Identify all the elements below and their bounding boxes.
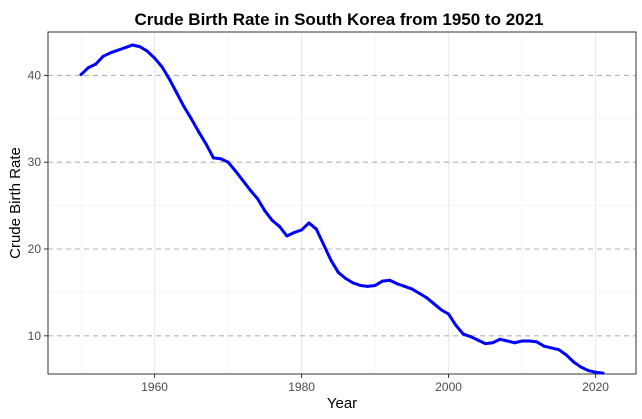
data-point: [373, 283, 377, 287]
data-point: [255, 197, 259, 201]
data-point: [439, 308, 443, 312]
minor-gridlines: [48, 32, 636, 374]
x-tick-label: 1980: [288, 380, 315, 394]
data-point: [314, 227, 318, 231]
data-point: [505, 339, 509, 343]
data-point: [336, 270, 340, 274]
data-point: [94, 62, 98, 66]
data-point: [131, 43, 135, 47]
data-point: [498, 337, 502, 341]
data-point: [358, 283, 362, 287]
data-point: [175, 91, 179, 95]
y-tick-label: 10: [28, 329, 42, 343]
x-axis-ticks: 1960 1980 2000 2020: [141, 374, 609, 394]
data-point: [167, 77, 171, 81]
data-point: [476, 338, 480, 342]
data-point: [329, 258, 333, 262]
data-point: [366, 284, 370, 288]
data-point: [101, 54, 105, 58]
data-point: [542, 344, 546, 348]
y-tick-label: 40: [28, 68, 42, 82]
data-point: [469, 335, 473, 339]
series-line-crude-birth-rate: [79, 43, 605, 375]
x-tick-label: 2000: [435, 380, 462, 394]
data-point: [79, 73, 83, 77]
data-point: [307, 221, 311, 225]
data-point: [204, 142, 208, 146]
data-point: [211, 156, 215, 160]
data-point: [108, 51, 112, 55]
major-gridlines: [48, 32, 636, 374]
data-point: [572, 360, 576, 364]
data-point: [145, 49, 149, 53]
data-point: [513, 341, 517, 345]
data-point: [535, 340, 539, 344]
y-axis-title: Crude Birth Rate: [7, 147, 24, 259]
data-point: [248, 188, 252, 192]
data-point: [491, 341, 495, 345]
data-point: [116, 48, 120, 52]
chart-title: Crude Birth Rate in South Korea from 195…: [134, 10, 543, 29]
data-point: [594, 370, 598, 374]
data-point: [549, 346, 553, 350]
data-point: [292, 231, 296, 235]
data-point: [300, 228, 304, 232]
data-point: [432, 302, 436, 306]
data-point: [278, 224, 282, 228]
y-tick-label: 30: [28, 155, 42, 169]
data-point: [241, 178, 245, 182]
data-point: [564, 353, 568, 357]
data-point: [586, 369, 590, 373]
data-point: [182, 105, 186, 109]
data-point: [270, 218, 274, 222]
data-point: [579, 365, 583, 369]
data-point: [153, 56, 157, 60]
data-point: [226, 160, 230, 164]
data-point: [380, 279, 384, 283]
data-point: [197, 130, 201, 134]
data-point: [454, 323, 458, 327]
data-point: [388, 278, 392, 282]
data-point: [461, 332, 465, 336]
data-point: [285, 234, 289, 238]
data-point: [417, 291, 421, 295]
y-tick-label: 20: [28, 242, 42, 256]
data-point: [527, 339, 531, 343]
data-point: [395, 282, 399, 286]
data-point: [520, 339, 524, 343]
data-point: [160, 65, 164, 69]
data-point: [123, 46, 127, 50]
x-tick-label: 2020: [582, 380, 609, 394]
data-point: [402, 284, 406, 288]
data-point: [601, 371, 605, 375]
data-point: [425, 296, 429, 300]
series-layer: [79, 43, 605, 375]
data-point: [410, 287, 414, 291]
data-point: [263, 209, 267, 213]
data-point: [189, 117, 193, 121]
data-point: [233, 169, 237, 173]
x-axis-title: Year: [327, 395, 357, 412]
data-point: [344, 277, 348, 281]
x-tick-label: 1960: [141, 380, 168, 394]
data-point: [447, 312, 451, 316]
data-point: [86, 66, 90, 70]
data-point: [351, 281, 355, 285]
data-point: [219, 157, 223, 161]
data-point: [138, 45, 142, 49]
data-point: [557, 348, 561, 352]
y-axis-ticks: 10 20 30 40: [28, 68, 48, 343]
data-point: [322, 243, 326, 247]
plot-panel-border: [47, 31, 637, 375]
data-point: [483, 342, 487, 346]
